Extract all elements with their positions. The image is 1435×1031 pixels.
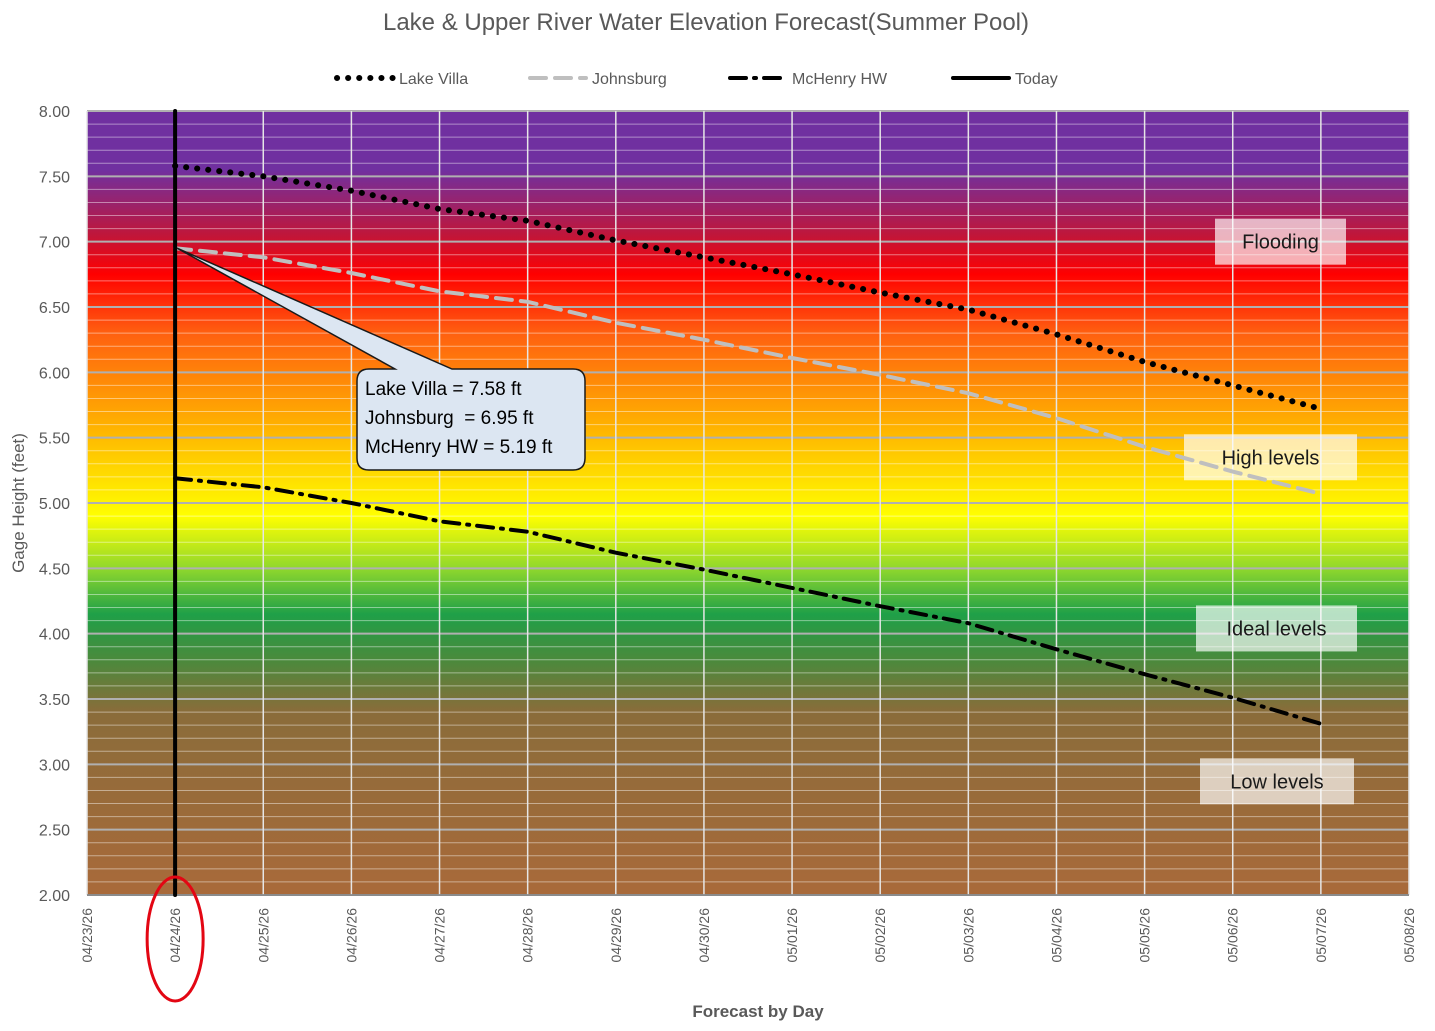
zone-label: Low levels	[1230, 771, 1323, 793]
callout: Lake Villa = 7.58 ft Johnsburg = 6.95 ft M…	[176, 247, 586, 471]
legend-label: McHenry HW	[792, 71, 888, 88]
x-tick-label: 05/05/26	[1137, 908, 1153, 963]
y-tick-label: 8.00	[39, 104, 70, 121]
x-tick-label: 04/30/26	[696, 908, 712, 963]
zone-labels: Flooding High levels Ideal levels Low level…	[1184, 218, 1357, 805]
x-axis-ticks: 04/23/26 04/24/26 04/25/26 04/26/26 04/27/26…	[79, 908, 1417, 963]
legend: Lake Villa Johnsburg McHenry HW Today	[334, 71, 1058, 88]
y-axis-label: Gage Height (feet)	[9, 433, 28, 573]
y-tick-label: 6.00	[39, 365, 70, 382]
series-line-mchenry-hw	[173, 476, 1323, 726]
zone-label: Flooding	[1242, 232, 1319, 254]
series-line-lake-villa	[172, 162, 1324, 412]
series-line-johnsburg	[173, 246, 1323, 496]
x-tick-label: 05/01/26	[784, 908, 800, 963]
y-tick-label: 6.50	[39, 300, 70, 317]
y-tick-label: 7.00	[39, 235, 70, 252]
x-tick-label: 04/28/26	[520, 908, 536, 963]
x-tick-label: 05/06/26	[1225, 908, 1241, 963]
y-tick-label: 3.50	[39, 692, 70, 709]
today-circle	[145, 875, 205, 1003]
zone-label: Ideal levels	[1226, 618, 1326, 640]
y-tick-label: 5.50	[39, 431, 70, 448]
y-tick-label: 7.50	[39, 169, 70, 186]
x-tick-label: 04/26/26	[343, 908, 359, 963]
callout-text: Johnsburg = 6.95 ft	[365, 408, 534, 429]
x-tick-label: 04/29/26	[608, 908, 624, 963]
x-tick-label: 05/04/26	[1048, 908, 1064, 963]
y-tick-label: 4.00	[39, 627, 70, 644]
x-tick-label: 04/23/26	[79, 908, 95, 963]
legend-label: Johnsburg	[592, 71, 667, 88]
x-tick-label: 04/27/26	[432, 908, 448, 963]
chart-title: Lake & Upper River Water Elevation Forec…	[383, 9, 1029, 36]
legend-label: Lake Villa	[399, 71, 468, 88]
callout-text: Lake Villa = 7.58 ft	[365, 379, 522, 400]
x-axis-label: Forecast by Day	[692, 1002, 824, 1021]
zone-label-box	[1196, 605, 1357, 652]
zone-label-box	[1215, 218, 1346, 265]
x-tick-label: 04/24/26	[167, 908, 183, 963]
x-tick-label: 05/07/26	[1313, 908, 1329, 963]
callout-bubble	[176, 247, 586, 471]
y-tick-label: 5.00	[39, 496, 70, 513]
x-tick-label: 05/08/26	[1401, 908, 1417, 963]
grid	[86, 110, 1410, 896]
zone-label: High levels	[1222, 447, 1320, 469]
callout-text: McHenry HW = 5.19 ft	[365, 437, 553, 458]
zone-label-box	[1184, 434, 1357, 481]
x-tick-label: 05/03/26	[960, 908, 976, 963]
y-tick-label: 4.50	[39, 561, 70, 578]
x-tick-label: 04/25/26	[255, 908, 271, 963]
y-tick-label: 3.00	[39, 757, 70, 774]
series-lines	[172, 109, 1324, 897]
x-tick-label: 05/02/26	[872, 908, 888, 963]
y-axis-ticks: 2.00 2.50 3.00 3.50 4.00 4.50 5.00 5.50 6.00 6.50…	[39, 104, 70, 905]
zone-label-box	[1200, 758, 1354, 805]
legend-label: Today	[1015, 71, 1058, 88]
y-tick-label: 2.00	[39, 888, 70, 905]
y-tick-label: 2.50	[39, 823, 70, 840]
